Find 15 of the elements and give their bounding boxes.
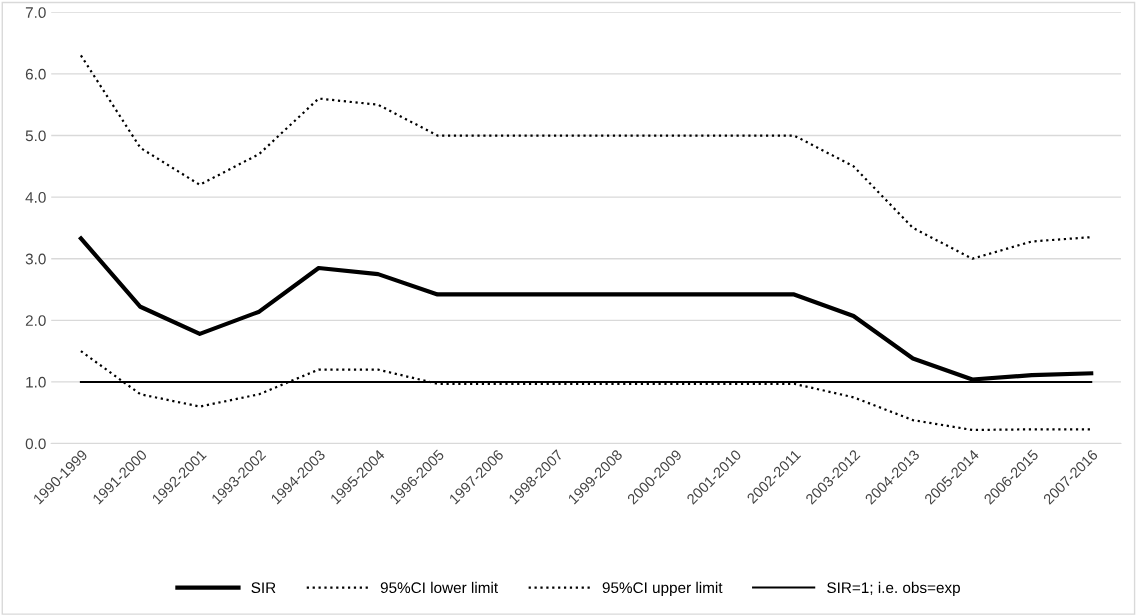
y-tick-label: 4.0 — [25, 191, 46, 203]
line-series — [79, 54, 1093, 260]
line-series — [79, 350, 1093, 432]
legend-label: SIR=1; i.e. obs=exp — [827, 581, 960, 597]
legend-label: 95%CI lower limit — [380, 581, 498, 594]
y-tick-label: 0.0 — [25, 438, 46, 450]
y-tick-label: 6.0 — [25, 68, 46, 80]
y-tick-label: 5.0 — [25, 130, 46, 142]
legend-label: 95%CI upper limit — [602, 581, 723, 597]
legend-label: SIR — [251, 582, 276, 594]
y-tick-label: 1.0 — [26, 376, 46, 388]
line-series — [78, 236, 1094, 382]
y-tick-label: 2.0 — [25, 315, 46, 327]
y-tick-label: 3.0 — [25, 253, 46, 265]
y-tick-label: 7.0 — [25, 7, 46, 19]
